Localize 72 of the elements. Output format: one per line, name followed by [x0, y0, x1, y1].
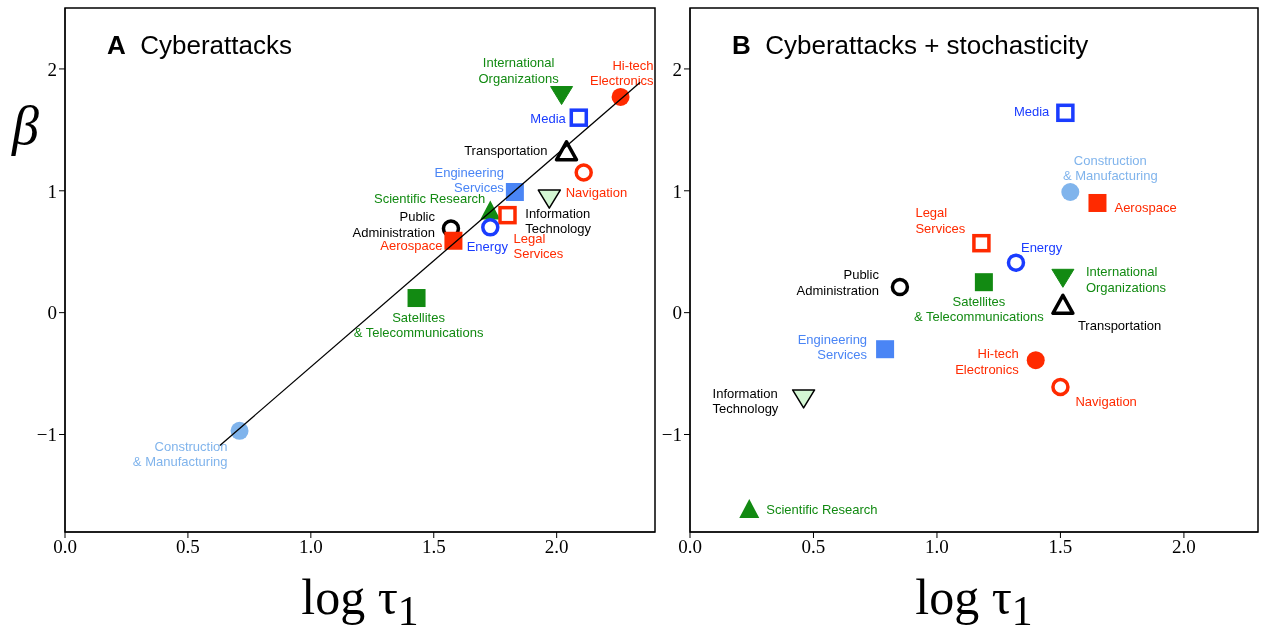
point [1051, 268, 1075, 288]
series-label: Transportation [464, 142, 548, 158]
point [407, 289, 426, 308]
point [444, 231, 463, 250]
series-label: Satellites & Telecommunications [353, 310, 484, 341]
series-label: Scientific Research [766, 502, 878, 518]
x-tick-label: 0.0 [678, 536, 702, 558]
text: A Cyberattacks [107, 30, 292, 61]
series-label: Hi-tech Electronics [955, 346, 1020, 378]
point [574, 163, 593, 182]
point [739, 499, 760, 519]
point [550, 86, 574, 106]
y-tick-label: 0 [672, 302, 682, 324]
x-tick-label: 2.0 [544, 536, 569, 558]
text: B Cyberattacks + stochasticity [732, 30, 1089, 61]
point [498, 205, 517, 225]
point [1051, 377, 1070, 397]
y-tick-label: −1 [661, 424, 682, 446]
point [1056, 103, 1075, 123]
series-label: Energy [1020, 239, 1063, 255]
series-label: Construction & Manufacturing [132, 438, 228, 469]
point [1051, 293, 1075, 316]
point [1061, 183, 1080, 202]
x-tick-label: 1.5 [421, 536, 446, 558]
series-label: Public Administration [796, 267, 880, 299]
series-label: Information Technology [712, 385, 779, 416]
y-tick-label: 0 [47, 302, 57, 324]
y-tick-label: 1 [672, 180, 682, 202]
series-label: Energy [466, 239, 509, 255]
point [1026, 351, 1045, 370]
series-label: Satellites & Telecommunications [913, 294, 1045, 325]
series-label: Navigation [565, 184, 628, 200]
series-label: Hi-tech Electronics [590, 57, 655, 88]
y-axis-title: β [12, 95, 39, 157]
point [890, 277, 910, 297]
point [537, 189, 562, 209]
point [569, 108, 589, 127]
x-axis-title: log τ$_{1}$ [914, 568, 1034, 634]
y-tick-label: −1 [36, 424, 57, 446]
x-tick-label: 0.5 [176, 536, 200, 558]
x-tick-label: 2.0 [1172, 536, 1196, 558]
series-label: International Organizations [478, 54, 560, 86]
x-tick-label: 0.0 [53, 536, 77, 558]
series-label: Transportation [1077, 318, 1162, 334]
series-label: Engineering Services [797, 332, 868, 363]
series-label: Aerospace [1114, 199, 1177, 215]
x-axis-title: log τ$_{1}$ [300, 568, 420, 634]
series-label: Aerospace [380, 237, 443, 253]
series-label: Information Technology [525, 206, 592, 237]
series-label: Legal Services [915, 205, 966, 237]
point [1088, 193, 1107, 212]
y-tick-label: 1 [47, 180, 57, 202]
point [974, 273, 993, 292]
point [972, 233, 991, 253]
series-label: Navigation [1075, 393, 1137, 409]
x-tick-label: 0.5 [801, 536, 826, 558]
series-label: Media [1013, 103, 1051, 119]
x-tick-label: 1.0 [298, 536, 323, 558]
series-label: Construction & Manufacturing [1062, 153, 1158, 184]
point [481, 218, 500, 237]
point [554, 140, 579, 162]
series-label: Public Administration [352, 208, 436, 240]
y-tick-label: 2 [672, 58, 682, 80]
point [1006, 253, 1026, 272]
y-tick-label: 2 [47, 58, 57, 80]
x-tick-label: 1.5 [1048, 536, 1073, 558]
series-label: International Organizations [1085, 264, 1167, 296]
point [505, 183, 524, 202]
series-label: Media [530, 110, 567, 126]
x-tick-label: 1.0 [925, 536, 949, 558]
point [791, 389, 816, 409]
point [876, 340, 895, 359]
